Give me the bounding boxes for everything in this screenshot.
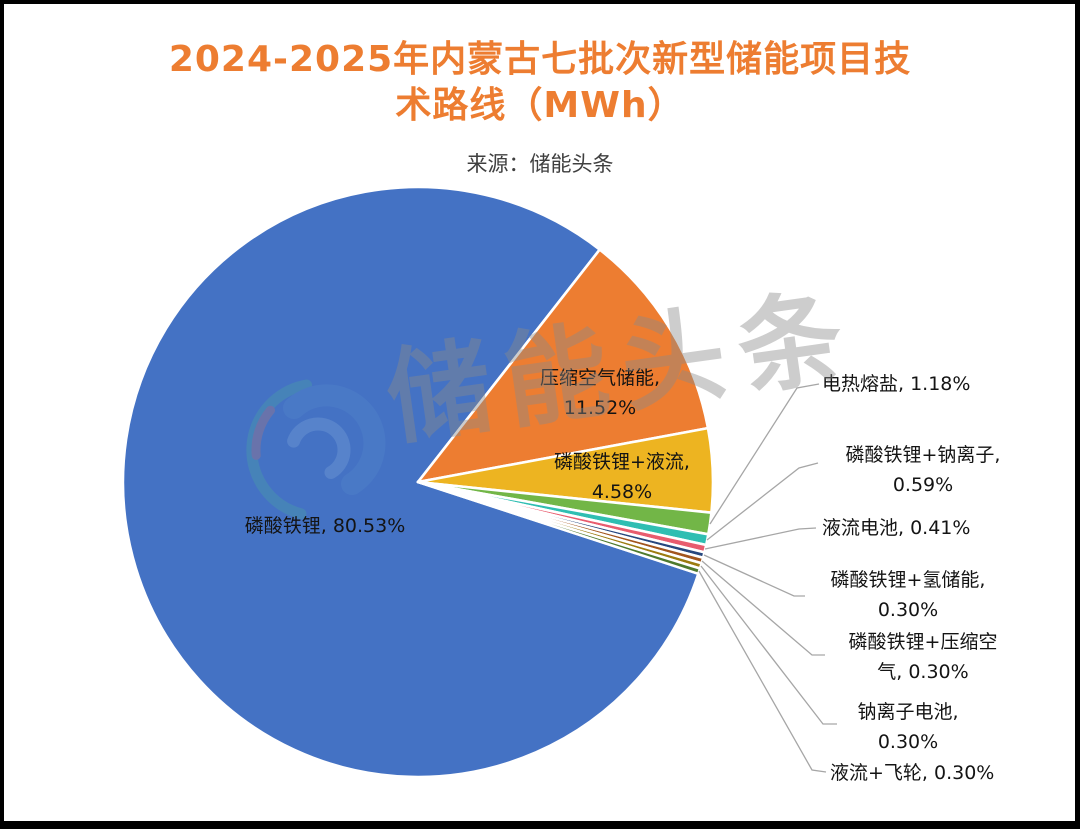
leader-lines-group	[698, 383, 837, 773]
leader-line-5	[700, 565, 837, 725]
leader-line-4	[701, 560, 825, 656]
pie-label-compressed-air: 压缩空气储能, 11.52%	[539, 367, 661, 419]
pie-label-lfp-compressed-air: 磷酸铁锂+压缩空 气, 0.30%	[848, 631, 998, 683]
watermark-logo-icon	[246, 379, 386, 520]
chart-title: 2024-2025年内蒙古七批次新型储能项目技 术路线（MWh）	[0, 37, 1080, 129]
source-label: 来源：储能头条	[466, 152, 614, 176]
pie-label-flow-flywheel: 液流+飞轮, 0.30%	[830, 762, 995, 784]
pie-slice-1	[416, 248, 710, 484]
pie-label-lfp-flow: 磷酸铁锂+液流, 4.58%	[554, 451, 690, 503]
pie-slices-group	[121, 185, 715, 779]
pie-label-lfp-sodium: 磷酸铁锂+钠离子, 0.59%	[845, 444, 1001, 496]
pie-label-lfp: 磷酸铁锂, 80.53%	[244, 515, 406, 537]
pie-label-molten-salt: 电热熔盐, 1.18%	[822, 373, 971, 395]
leader-line-3	[703, 554, 805, 597]
leader-line-2	[704, 527, 817, 550]
pie-label-flow-battery: 液流电池, 0.41%	[822, 517, 971, 539]
leader-line-0	[709, 383, 820, 525]
pie-slice-0	[121, 185, 700, 779]
pie-label-lfp-hydrogen: 磷酸铁锂+氢储能, 0.30%	[830, 569, 986, 621]
title-line-1: 2024-2025年内蒙古七批次新型储能项目技	[168, 39, 912, 80]
title-line-2: 术路线（MWh）	[395, 85, 685, 126]
leader-line-6	[698, 570, 827, 773]
leader-line-1	[706, 462, 819, 541]
pie-label-sodium-battery: 钠离子电池, 0.30%	[857, 701, 959, 753]
